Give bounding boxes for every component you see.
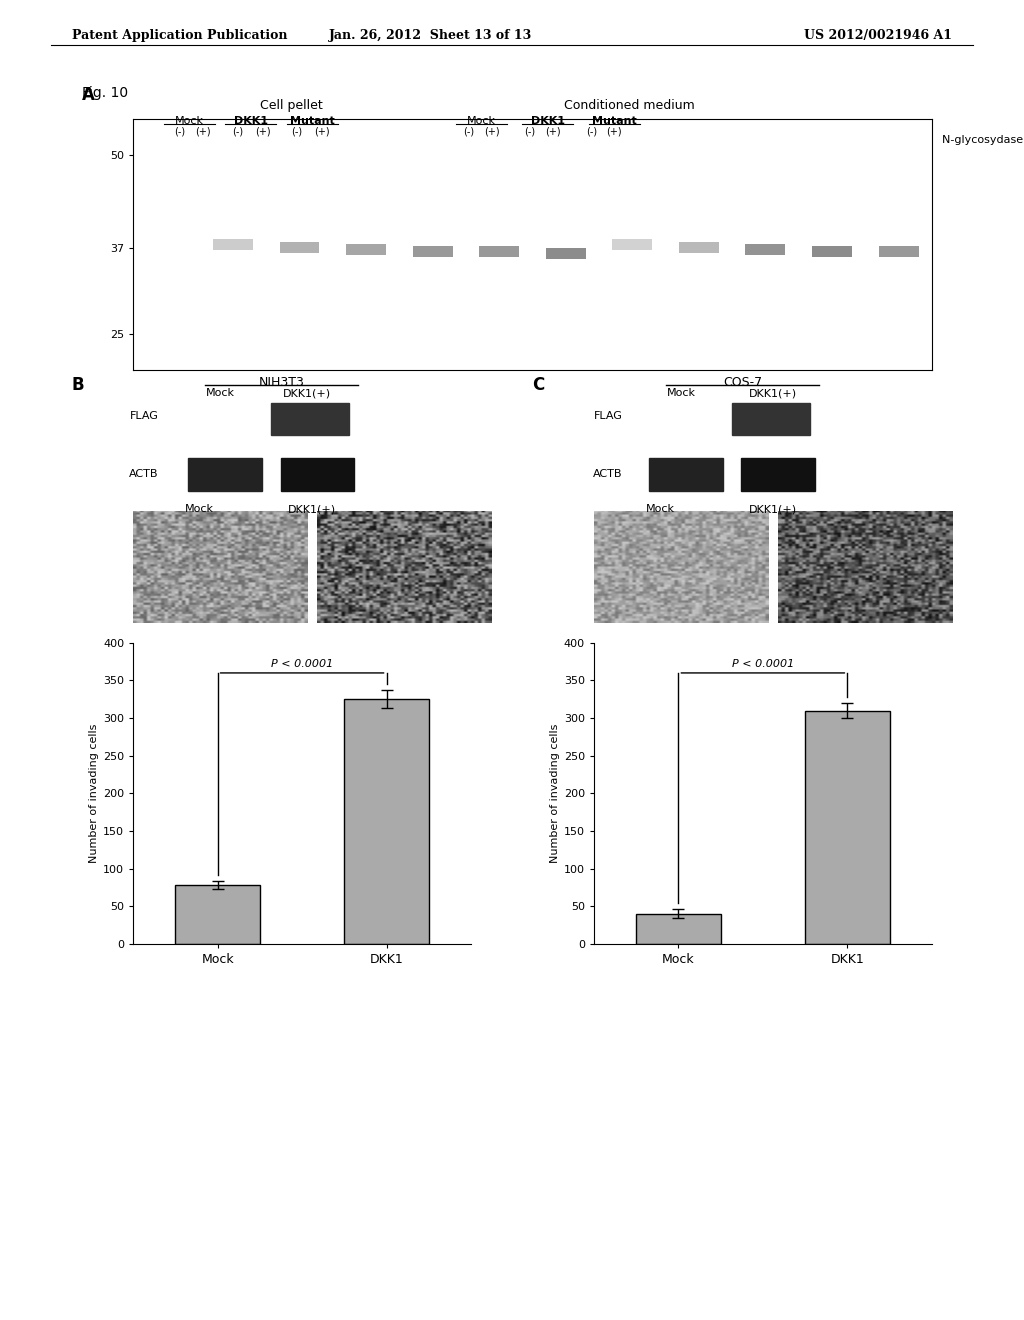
Text: Mutant: Mutant (290, 116, 335, 127)
Text: DKK1(+): DKK1(+) (750, 388, 797, 399)
Text: (-): (-) (464, 127, 474, 137)
Y-axis label: Number of invading cells: Number of invading cells (89, 723, 98, 863)
Y-axis label: Number of invading cells: Number of invading cells (550, 723, 559, 863)
Text: COS-7: COS-7 (723, 376, 762, 389)
Text: Fig. 10: Fig. 10 (82, 86, 128, 100)
Text: DKK1: DKK1 (530, 116, 565, 127)
Bar (346, 244, 386, 255)
Text: Mock: Mock (646, 504, 675, 515)
Bar (879, 246, 919, 256)
Text: ACTB: ACTB (129, 469, 159, 479)
Text: US 2012/0021946 A1: US 2012/0021946 A1 (804, 29, 952, 42)
Bar (188, 458, 262, 491)
Text: P < 0.0001: P < 0.0001 (271, 659, 333, 669)
Bar (413, 246, 453, 256)
Text: DKK1(+): DKK1(+) (750, 504, 797, 515)
Bar (636, 913, 721, 944)
Bar (745, 244, 785, 255)
Text: DKK1: DKK1 (233, 116, 268, 127)
Text: C: C (532, 376, 545, 395)
Text: NIH3T3: NIH3T3 (259, 376, 304, 389)
Text: Mock: Mock (175, 116, 204, 127)
Bar (732, 403, 810, 436)
Bar (612, 239, 652, 249)
Text: FLAG: FLAG (130, 411, 159, 421)
Text: Mock: Mock (667, 388, 695, 399)
Text: (-): (-) (232, 127, 243, 137)
Text: (+): (+) (545, 127, 561, 137)
Bar (213, 239, 253, 249)
Text: DKK1(+): DKK1(+) (284, 388, 331, 399)
Text: Conditioned medium: Conditioned medium (564, 99, 695, 112)
Text: Patent Application Publication: Patent Application Publication (72, 29, 287, 42)
Text: (-): (-) (587, 127, 597, 137)
Bar (479, 246, 519, 256)
Text: (-): (-) (292, 127, 302, 137)
Bar (546, 248, 586, 259)
Text: A: A (82, 86, 95, 104)
Text: Cell pellet: Cell pellet (260, 99, 324, 112)
Text: FLAG: FLAG (594, 411, 623, 421)
Bar (679, 243, 719, 253)
Text: Mock: Mock (185, 504, 214, 515)
Text: (+): (+) (483, 127, 500, 137)
Text: Mutant: Mutant (592, 116, 637, 127)
Text: N-glycosydase F: N-glycosydase F (942, 135, 1024, 145)
Text: (-): (-) (174, 127, 184, 137)
Bar (271, 403, 349, 436)
Text: P < 0.0001: P < 0.0001 (732, 659, 794, 669)
Text: (+): (+) (313, 127, 330, 137)
Bar (649, 458, 723, 491)
Text: B: B (72, 376, 84, 395)
Text: (+): (+) (255, 127, 271, 137)
Text: ACTB: ACTB (593, 469, 623, 479)
Text: (-): (-) (524, 127, 535, 137)
Text: Jan. 26, 2012  Sheet 13 of 13: Jan. 26, 2012 Sheet 13 of 13 (329, 29, 531, 42)
Text: Mock: Mock (206, 388, 234, 399)
Bar (741, 458, 815, 491)
Bar (805, 710, 890, 944)
Text: Mock: Mock (467, 116, 496, 127)
Text: (+): (+) (606, 127, 623, 137)
Bar (812, 246, 852, 256)
Text: DKK1(+): DKK1(+) (289, 504, 336, 515)
Bar (280, 243, 319, 253)
Text: (+): (+) (195, 127, 211, 137)
Bar (281, 458, 354, 491)
Bar (175, 886, 260, 944)
Bar (344, 700, 429, 944)
